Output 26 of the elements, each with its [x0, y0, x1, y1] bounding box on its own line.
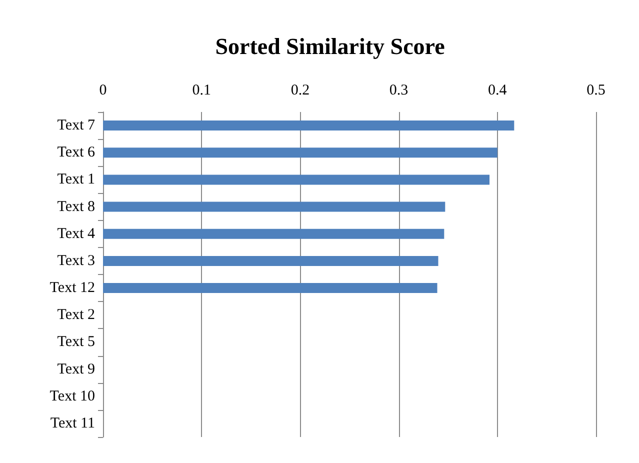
- bar: [103, 256, 438, 266]
- x-tick-label: 0.1: [192, 82, 211, 98]
- y-tick-label: Text 1: [57, 172, 95, 188]
- bar: [103, 202, 446, 212]
- bar: [103, 174, 490, 185]
- x-tick-label: 0.4: [488, 82, 508, 98]
- y-tick-label: Text 4: [57, 226, 96, 242]
- x-tick-label: 0: [99, 82, 107, 98]
- x-tick-label: 0.3: [389, 82, 408, 98]
- bar: [103, 283, 438, 294]
- y-tick-label: Text 6: [57, 144, 96, 161]
- x-tick-label: 0.2: [290, 82, 310, 98]
- y-tick-label: Text 8: [57, 198, 95, 215]
- chart-title: Sorted Similarity Score: [215, 34, 445, 59]
- y-tick-label: Text 2: [57, 307, 95, 324]
- y-tick-label: Text 3: [57, 252, 95, 269]
- y-tick-label: Text 5: [57, 334, 95, 350]
- y-tick-label: Text 9: [57, 361, 95, 378]
- bar: [103, 148, 498, 158]
- y-tick-label: Text 10: [50, 388, 95, 404]
- bar: [103, 120, 514, 131]
- y-tick-label: Text 7: [57, 118, 96, 134]
- y-tick-label: Text 12: [50, 280, 95, 296]
- y-tick-label: Text 11: [50, 415, 95, 432]
- x-tick-label: 0.5: [586, 82, 606, 98]
- bar: [103, 228, 444, 239]
